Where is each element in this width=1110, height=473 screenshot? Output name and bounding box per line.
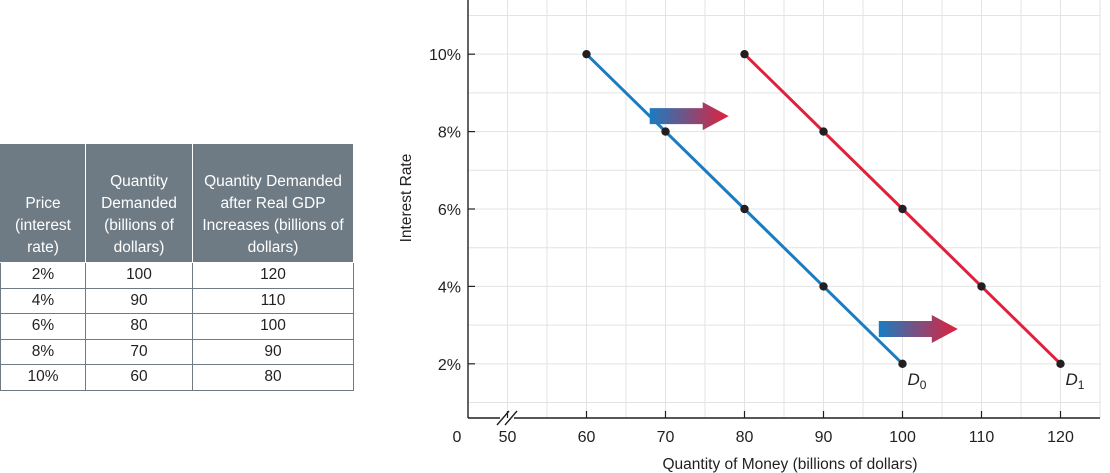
cell-price: 6% — [0, 313, 86, 340]
x-tick-label: 110 — [969, 429, 995, 446]
y-tick-label: 4% — [438, 279, 461, 296]
data-point-d0 — [898, 359, 907, 369]
curve-label-d1: D1 — [1066, 370, 1085, 392]
cell-price: 10% — [0, 364, 86, 391]
labels: Quantity of Money (billions of dollars) … — [398, 47, 1085, 473]
grid — [468, 0, 1101, 418]
x-tick-label: 80 — [736, 429, 754, 446]
cell-price: 4% — [0, 287, 86, 314]
shift-arrows — [649, 102, 958, 343]
x-tick-label: 100 — [889, 429, 916, 446]
shift-right-arrow — [878, 314, 958, 343]
y-tick-label: 8% — [438, 125, 461, 142]
x-tick-label: 90 — [815, 429, 833, 446]
cell-quantity-after: 110 — [192, 287, 354, 314]
cell-quantity: 70 — [85, 338, 193, 365]
table-row: 2% 100 120 — [0, 262, 354, 289]
y-axis-title: Interest Rate — [398, 154, 415, 243]
cell-quantity-after: 90 — [192, 338, 354, 365]
demand-schedule-table: Price (interest rate) Quantity Demanded … — [0, 143, 354, 391]
cell-quantity: 60 — [85, 364, 193, 391]
curve-label-d0: D0 — [908, 370, 927, 392]
cell-quantity: 100 — [85, 262, 193, 289]
y-tick-label: 6% — [438, 202, 461, 219]
cell-quantity-after: 120 — [192, 262, 354, 289]
x-tick-label: 70 — [657, 429, 675, 446]
cell-quantity: 80 — [85, 313, 193, 340]
data-point-d0 — [740, 204, 749, 214]
table-row: 6% 80 100 — [0, 313, 354, 340]
table-row: 4% 90 110 — [0, 287, 354, 314]
series — [582, 49, 1065, 369]
x-tick-label: 50 — [499, 429, 517, 446]
cell-quantity-after: 80 — [192, 364, 354, 391]
table-row: 8% 70 90 — [0, 338, 354, 365]
data-point-d1 — [898, 204, 907, 214]
x-origin-label: 0 — [453, 429, 462, 446]
table-row: 10% 60 80 — [0, 364, 354, 391]
cell-quantity: 90 — [85, 287, 193, 314]
money-demand-chart: Quantity of Money (billions of dollars) … — [398, 0, 1101, 473]
x-axis-title: Quantity of Money (billions of dollars) — [662, 456, 917, 473]
cell-quantity-after: 100 — [192, 313, 354, 340]
data-point-d0 — [661, 127, 670, 136]
data-point-d1 — [740, 49, 749, 59]
data-point-d1 — [819, 127, 828, 136]
header-quantity-demanded-after-gdp: Quantity Demanded after Real GDP Increas… — [192, 143, 354, 263]
table-header-row: Price (interest rate) Quantity Demanded … — [0, 143, 354, 263]
data-point-d0 — [819, 282, 828, 291]
y-tick-label: 10% — [429, 47, 461, 64]
header-price: Price (interest rate) — [0, 143, 86, 263]
data-point-d1 — [1056, 359, 1065, 369]
y-tick-label: 2% — [438, 357, 461, 374]
x-tick-label: 120 — [1047, 429, 1074, 446]
shift-right-arrow — [649, 102, 729, 131]
cell-price: 2% — [0, 262, 86, 289]
cell-price: 8% — [0, 338, 86, 365]
data-point-d0 — [582, 49, 591, 59]
axis-break-mark — [504, 410, 518, 426]
x-tick-label: 60 — [578, 429, 596, 446]
data-point-d1 — [977, 282, 986, 291]
header-quantity-demanded: Quantity Demanded (billions of dollars) — [85, 143, 193, 263]
axes — [467, 0, 1100, 426]
